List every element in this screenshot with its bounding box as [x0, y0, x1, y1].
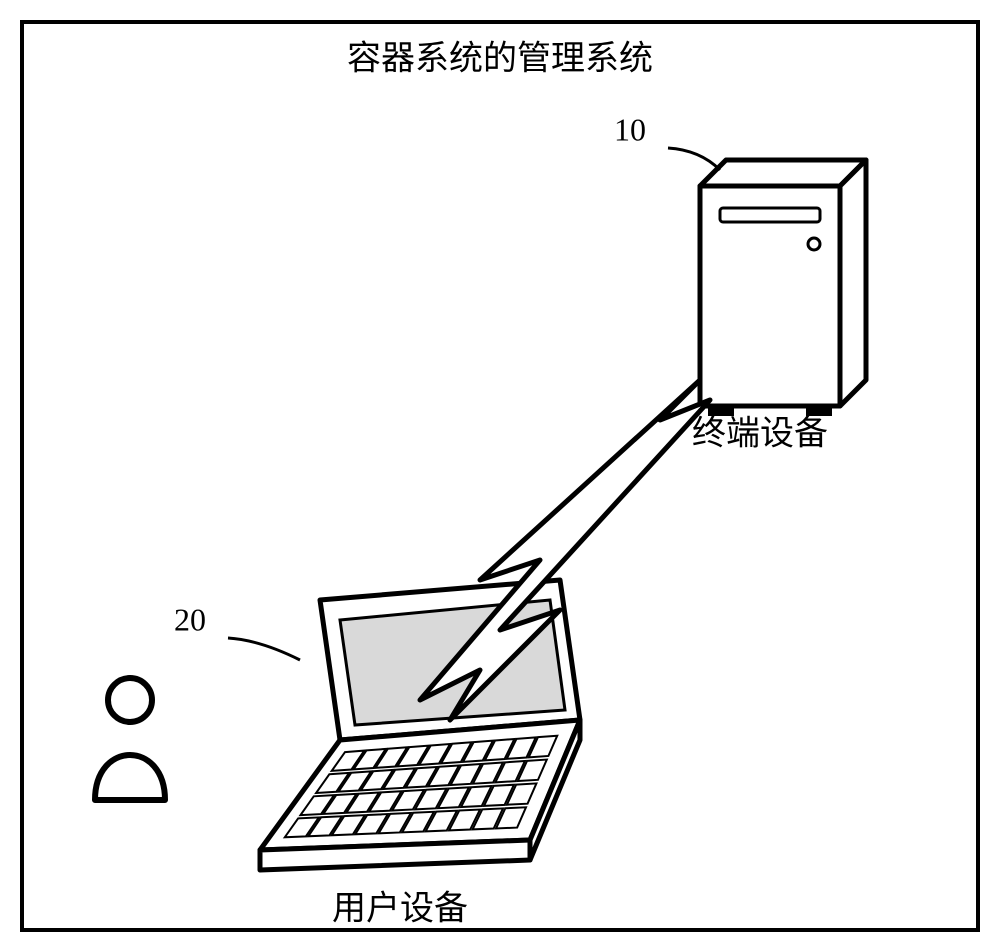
- outer-frame: [20, 20, 980, 932]
- server-ref-number: 10: [614, 112, 646, 149]
- server-label: 终端设备: [692, 406, 828, 455]
- diagram-title: 容器系统的管理系统: [347, 31, 653, 80]
- laptop-ref-number: 20: [174, 602, 206, 639]
- laptop-label: 用户设备: [332, 881, 468, 930]
- diagram-canvas: 容器系统的管理系统 10 终端设备 20 用户设备: [0, 0, 1000, 952]
